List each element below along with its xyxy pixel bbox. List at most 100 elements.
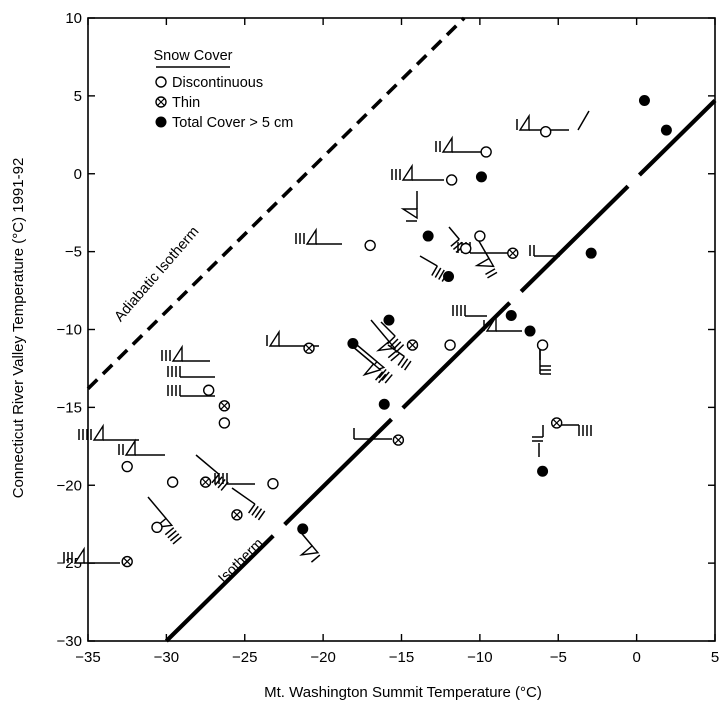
point-total-cover-5-cm: [297, 523, 309, 535]
point-total-cover-5-cm: [537, 465, 549, 477]
wind-barb: [231, 487, 266, 521]
wind-barb: [419, 255, 449, 282]
y-tick-label: −30: [57, 633, 82, 650]
y-tick-label: 5: [74, 88, 82, 105]
legend-marker-discontinuous: [155, 76, 167, 88]
wind-barb: [295, 227, 342, 245]
legend-marker-thin: [155, 96, 167, 108]
wind-barb: [483, 314, 522, 332]
point-total-cover-5-cm: [585, 247, 597, 259]
isotherm-line: [164, 99, 717, 643]
y-tick-label: −20: [57, 477, 82, 494]
x-tick-label: −5: [550, 649, 567, 666]
point-discontinuous: [474, 230, 486, 242]
point-total-cover-5-cm: [660, 124, 672, 136]
point-thin: [121, 555, 133, 568]
wind-barb: [78, 423, 139, 441]
x-tick-label: 0: [632, 649, 640, 666]
x-tick-label: −10: [467, 649, 492, 666]
x-tick-label: −35: [75, 649, 100, 666]
wind-barb: [529, 245, 560, 257]
point-discontinuous: [540, 125, 552, 138]
point-total-cover-5-cm: [378, 398, 390, 410]
legend-label-thin: Thin: [172, 95, 200, 111]
wind-barb: [353, 428, 392, 440]
plot-frame: [87, 17, 716, 642]
y-tick-label: −10: [57, 322, 82, 339]
point-discontinuous: [444, 339, 456, 351]
point-total-cover-5-cm: [524, 325, 536, 337]
legend: Snow Cover Discontinuous Thin Total Cove…: [154, 48, 294, 131]
wind-barb: [557, 424, 592, 436]
point-discontinuous: [218, 417, 231, 429]
x-tick-label: 5: [711, 649, 719, 666]
point-discontinuous: [151, 521, 163, 534]
legend-label-total-cover: Total Cover > 5 cm: [172, 115, 293, 131]
wind-barb: [63, 546, 120, 564]
point-thin: [303, 342, 315, 354]
point-thin: [199, 476, 212, 488]
y-tick-label: −5: [65, 244, 82, 261]
point-total-cover-5-cm: [347, 338, 359, 350]
adiabatic-isotherm-label: Adiabatic Isotherm: [112, 224, 203, 325]
point-discontinuous: [536, 339, 549, 351]
y-tick-label: −15: [57, 399, 82, 416]
x-axis-title: Mt. Washington Summit Temperature (°C): [264, 684, 542, 701]
x-tick-label: −15: [389, 649, 414, 666]
point-thin: [231, 509, 243, 521]
point-thin: [406, 339, 419, 351]
wind-barb: [387, 344, 412, 371]
point-total-cover-5-cm: [422, 230, 434, 242]
x-tick-label: −25: [232, 649, 257, 666]
wind-barb: [118, 438, 165, 456]
point-thin: [507, 247, 519, 259]
wind-barbs: [63, 110, 592, 564]
point-thin: [550, 417, 563, 429]
data-points: [121, 95, 672, 568]
adiabatic-isotherm-line: [86, 16, 466, 390]
point-total-cover-5-cm: [638, 95, 650, 107]
wind-barb: [532, 425, 544, 442]
point-discontinuous: [166, 476, 179, 488]
wind-barb: [214, 473, 255, 485]
point-discontinuous: [202, 384, 215, 396]
point-total-cover-5-cm: [443, 271, 455, 283]
wind-barb: [452, 305, 487, 317]
wind-barb: [435, 135, 488, 153]
point-total-cover-5-cm: [383, 314, 395, 326]
wind-barb: [577, 110, 590, 131]
axes: −35 −30 −25 −20 −15 −10 −5 0 5−30−25−20−15−10−50…: [57, 10, 720, 666]
isotherm-label: Isotherm: [216, 536, 267, 587]
y-axis-title: Connecticut River Valley Temperature (°C…: [10, 158, 27, 499]
wind-barb: [167, 385, 215, 397]
point-discontinuous: [480, 146, 492, 158]
wind-barb: [356, 344, 393, 384]
point-discontinuous: [445, 174, 458, 186]
y-tick-label: 10: [65, 10, 82, 27]
point-discontinuous: [267, 477, 279, 490]
point-discontinuous: [121, 460, 133, 473]
wind-barb: [167, 366, 215, 378]
point-thin: [218, 400, 231, 412]
wind-barb: [351, 345, 387, 384]
point-thin: [392, 434, 405, 446]
wind-barb: [400, 191, 418, 222]
wind-barb: [474, 235, 498, 279]
legend-title: Snow Cover: [154, 48, 233, 64]
y-tick-label: 0: [74, 166, 82, 183]
y-tick-label: −25: [57, 555, 82, 572]
point-total-cover-5-cm: [475, 171, 487, 183]
point-discontinuous: [364, 239, 376, 252]
wind-barb: [391, 163, 444, 181]
point-total-cover-5-cm: [505, 309, 517, 321]
x-tick-label: −20: [310, 649, 335, 666]
legend-marker-total-cover: [155, 116, 167, 128]
point-discontinuous: [460, 242, 472, 255]
x-tick-label: −30: [154, 649, 179, 666]
legend-label-discontinuous: Discontinuous: [172, 75, 263, 91]
wind-barb: [147, 496, 182, 545]
reference-lines: [86, 16, 717, 643]
wind-barb: [539, 346, 551, 375]
wind-barb: [161, 344, 210, 362]
